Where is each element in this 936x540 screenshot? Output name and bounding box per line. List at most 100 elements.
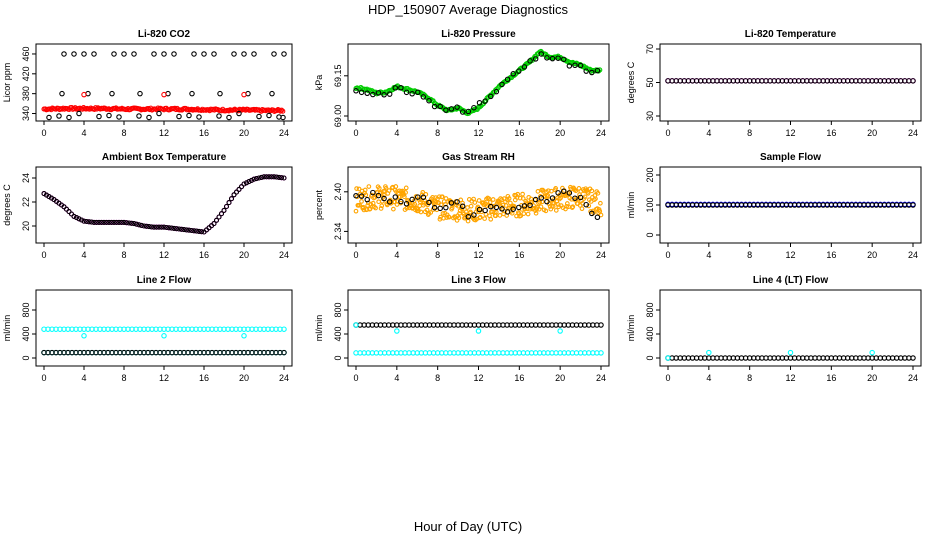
data-point — [266, 174, 272, 180]
y-tick-label: 22 — [21, 197, 31, 207]
panel-title: Li-820 Pressure — [441, 29, 516, 40]
data-point — [226, 114, 232, 121]
y-tick-label: 69.15 — [333, 65, 343, 88]
x-tick-label: 0 — [665, 250, 670, 260]
series-cyan — [81, 333, 247, 339]
data-point — [71, 213, 77, 219]
data-point — [426, 199, 432, 206]
data-point — [544, 198, 550, 205]
data-point — [376, 199, 382, 205]
data-point — [281, 326, 287, 332]
panel-6: Sample Flow ml/min 0 4 8 12 16 20 24 0 100 200 — [626, 152, 922, 260]
x-tick-label: 20 — [239, 373, 249, 383]
data-point — [251, 51, 257, 57]
data-point — [391, 206, 396, 212]
data-point — [161, 91, 167, 98]
data-point — [589, 188, 595, 194]
data-point — [593, 196, 598, 202]
data-point — [236, 186, 242, 192]
data-point — [598, 212, 604, 218]
data-point — [460, 200, 465, 206]
data-point — [236, 110, 242, 117]
data-point — [493, 209, 499, 215]
data-point — [111, 51, 117, 57]
data-point — [88, 219, 95, 225]
data-point — [510, 71, 516, 77]
data-point — [409, 91, 415, 97]
data-point — [213, 217, 220, 223]
data-point — [415, 194, 421, 200]
data-point — [359, 199, 364, 204]
data-point — [392, 85, 399, 91]
x-tick-label: 4 — [81, 128, 86, 138]
data-point — [191, 228, 197, 234]
y-tick-label: 70 — [645, 44, 655, 54]
x-tick-label: 20 — [867, 128, 877, 138]
data-point — [281, 51, 287, 57]
y-tick-label: 50 — [645, 77, 655, 87]
series-orange — [353, 184, 604, 224]
data-point — [168, 225, 175, 231]
x-tick-label: 12 — [785, 250, 795, 260]
data-point — [271, 51, 277, 57]
data-point — [96, 113, 102, 120]
data-point — [454, 104, 460, 110]
x-tick-label: 8 — [121, 373, 126, 383]
series-black — [353, 51, 601, 115]
data-point — [146, 114, 152, 121]
data-point — [181, 227, 187, 233]
data-point — [537, 199, 543, 205]
data-point — [241, 91, 247, 98]
data-point — [520, 191, 525, 197]
data-point — [362, 187, 368, 193]
data-point — [216, 214, 222, 220]
data-point — [476, 198, 482, 203]
x-tick-label: 16 — [826, 373, 836, 383]
data-point — [183, 227, 190, 233]
data-point — [533, 210, 539, 216]
panel-1: Li-820 CO2 Licor ppm 0 4 8 12 16 20 24 340 380 420 4… — [2, 29, 293, 138]
data-point — [218, 211, 225, 217]
x-tick-label: 16 — [199, 128, 209, 138]
series-black — [353, 188, 601, 221]
data-point — [665, 355, 671, 361]
y-tick-label: 24 — [21, 173, 31, 183]
y-tick-label: 0 — [645, 232, 655, 237]
data-point — [156, 224, 162, 230]
data-point — [96, 219, 102, 225]
data-point — [221, 207, 227, 213]
series-cyan — [353, 350, 604, 356]
plot-frame — [35, 166, 293, 244]
data-point — [525, 206, 530, 212]
x-tick-label: 8 — [435, 128, 440, 138]
data-point — [91, 219, 97, 225]
panel-3: Li-820 Temperature degrees C 0 4 8 12 16 20 24 30… — [626, 29, 922, 138]
x-tick-label: 24 — [279, 128, 289, 138]
data-point — [81, 218, 87, 224]
data-point — [394, 328, 400, 334]
data-point — [504, 76, 511, 83]
data-point — [266, 112, 272, 119]
data-point — [201, 51, 207, 57]
data-point — [280, 108, 286, 114]
data-point — [375, 192, 382, 199]
series-black — [665, 202, 916, 208]
data-point — [415, 89, 421, 96]
data-point — [241, 333, 247, 339]
data-point — [477, 214, 483, 220]
x-tick-label: 4 — [81, 373, 86, 383]
x-tick-label: 24 — [279, 373, 289, 383]
data-point — [81, 91, 87, 98]
data-point — [383, 185, 389, 191]
data-point — [566, 63, 573, 69]
series-black — [665, 355, 916, 361]
data-point — [81, 333, 87, 339]
panel-title: Sample Flow — [760, 152, 821, 163]
data-point — [428, 210, 434, 215]
data-point — [166, 225, 172, 231]
panel-7: Line 2 Flow ml/min 0 4 8 12 16 20 24 0 400 800 — [2, 275, 293, 383]
data-point — [572, 62, 578, 69]
data-point — [71, 51, 77, 57]
data-point — [108, 219, 115, 225]
data-point — [91, 51, 97, 57]
